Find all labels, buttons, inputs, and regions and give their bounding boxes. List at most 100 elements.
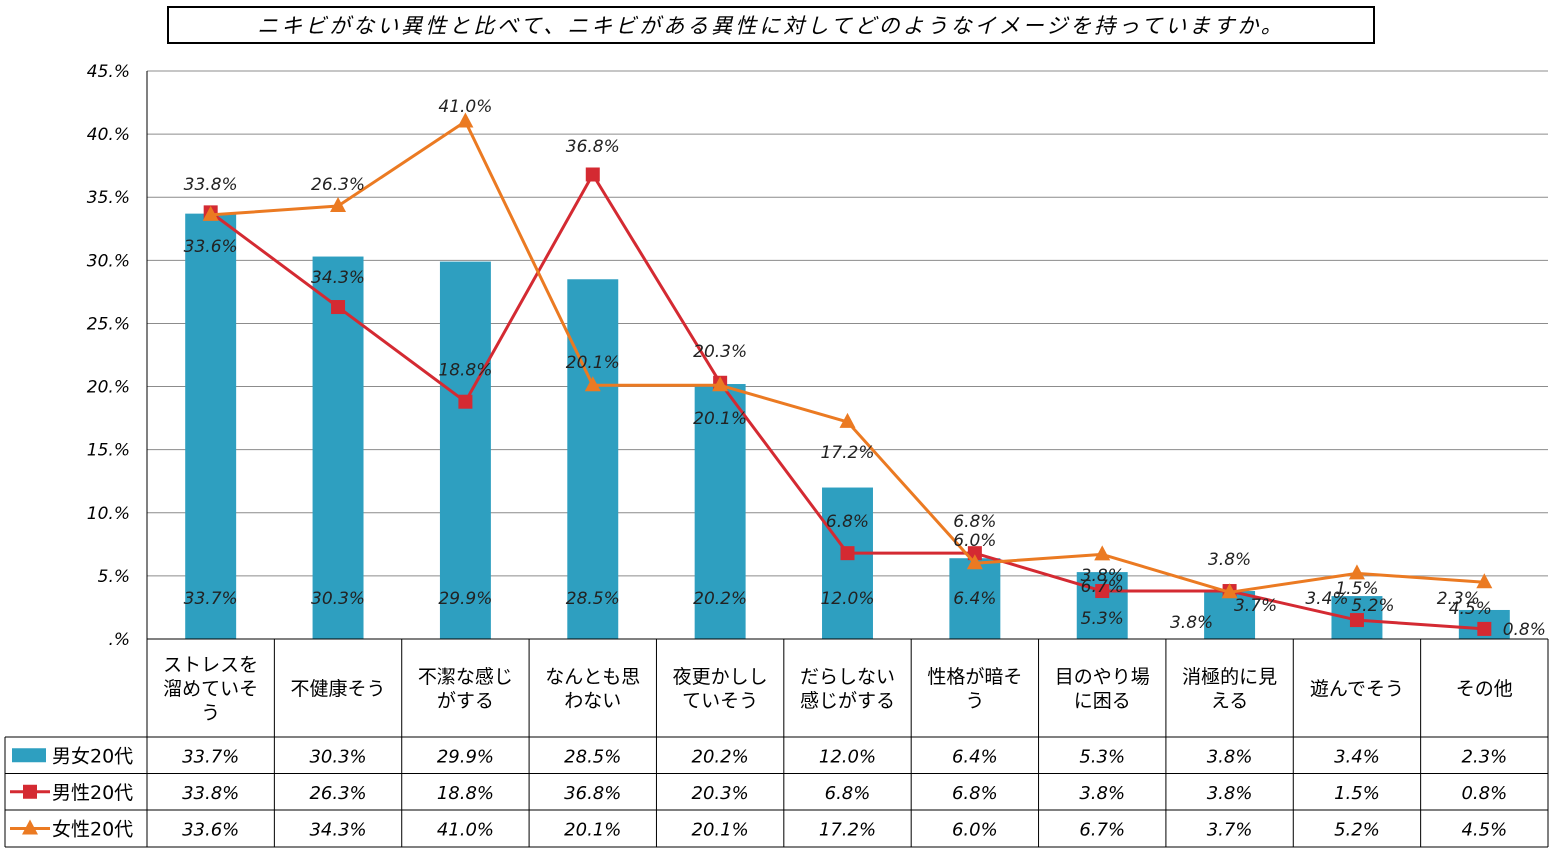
bar-data-label: 2.3% xyxy=(1437,589,1480,609)
marker-triangle xyxy=(1221,583,1238,599)
legend-marker xyxy=(23,784,37,799)
category-label: う xyxy=(201,702,220,724)
category-label: 感じがする xyxy=(800,690,895,712)
marker-triangle xyxy=(457,112,474,128)
table-cell: 6.4% xyxy=(952,746,998,767)
table-cell: 36.8% xyxy=(564,783,621,804)
table-cell: 5.2% xyxy=(1334,820,1380,841)
marker-triangle xyxy=(202,205,219,221)
legend-label: 女性20代 xyxy=(52,819,133,841)
male-data-label: 6.8% xyxy=(953,512,996,532)
male-data-label: 36.8% xyxy=(566,137,620,157)
male-data-label: 18.8% xyxy=(438,361,492,381)
category-label: なんとも思 xyxy=(545,666,640,688)
marker-square xyxy=(331,300,346,315)
marker-square xyxy=(967,546,982,561)
table-cell: 4.5% xyxy=(1461,820,1507,841)
table-cell: 26.3% xyxy=(309,783,366,804)
legend-marker xyxy=(22,819,38,835)
y-tick-label: 5.% xyxy=(98,567,130,587)
category-label: える xyxy=(1211,690,1248,712)
female-data-label: 3.7% xyxy=(1234,596,1277,616)
marker-triangle xyxy=(584,376,601,392)
category-label: 消極的に見 xyxy=(1182,666,1277,688)
male-data-label: 6.8% xyxy=(826,512,869,532)
category-label: 夜更かしし xyxy=(673,666,768,688)
female-data-label: 4.5% xyxy=(1449,599,1492,619)
male-data-label: 1.5% xyxy=(1335,579,1378,599)
category-label: 性格が暗そ xyxy=(927,666,1022,688)
female-data-label: 5.2% xyxy=(1351,596,1394,616)
female-data-label: 6.0% xyxy=(953,531,996,551)
marker-square xyxy=(1349,613,1364,628)
category-label: 不健康そう xyxy=(291,678,386,700)
category-label: だらしない xyxy=(800,666,895,688)
table-cell: 3.8% xyxy=(1207,746,1253,767)
table-cell: 28.5% xyxy=(564,746,621,767)
bar-data-label: 28.5% xyxy=(566,589,620,609)
bar xyxy=(949,558,1001,639)
table-cell: 33.6% xyxy=(182,820,239,841)
bar xyxy=(567,279,619,639)
male-data-label: 3.8% xyxy=(1208,550,1251,570)
table-cell: 0.8% xyxy=(1461,783,1507,804)
male-data-label: 0.8% xyxy=(1503,620,1546,640)
bar-data-label: 3.4% xyxy=(1305,589,1348,609)
table-cell: 6.8% xyxy=(825,783,871,804)
category-label: 不潔な感じ xyxy=(418,666,513,688)
female-data-label: 6.7% xyxy=(1081,577,1124,597)
marker-square xyxy=(585,167,600,182)
line-layer xyxy=(202,112,1493,636)
category-label: 遊んでそう xyxy=(1310,678,1404,700)
table-cell: 3.8% xyxy=(1079,783,1125,804)
label-layer: 33.7% 30.3% 29.9% 28.5% 20.2% 12.0% 6.4% 5.3% 3.… xyxy=(184,97,1546,640)
category-label: 目のやり場 xyxy=(1055,666,1150,688)
bar-data-label: 3.8% xyxy=(1170,613,1213,633)
female-data-label: 34.3% xyxy=(311,268,365,288)
category-label: う xyxy=(965,690,984,712)
category-label: 溜めていそ xyxy=(163,678,258,700)
table-cell: 3.8% xyxy=(1207,783,1253,804)
bar-data-label: 29.9% xyxy=(438,589,492,609)
table-cell: 41.0% xyxy=(437,820,494,841)
table-cell: 29.9% xyxy=(437,746,494,767)
bar-data-label: 30.3% xyxy=(311,589,365,609)
bar-layer xyxy=(185,213,1510,639)
category-label: に困る xyxy=(1074,690,1131,712)
table-cell: 6.7% xyxy=(1079,820,1125,841)
table-cell: 18.8% xyxy=(437,783,494,804)
bar-data-label: 12.0% xyxy=(820,589,874,609)
grid-layer: 45.% 40.% 35.% 30.% 25.% 20.% 15.% 10.% 5.%.% xyxy=(87,62,1548,650)
table-cell: 30.3% xyxy=(309,746,366,767)
marker-triangle xyxy=(712,376,729,392)
table-cell: 6.0% xyxy=(952,820,998,841)
table-cell: 20.3% xyxy=(692,783,749,804)
y-tick-label: .% xyxy=(108,630,130,650)
y-tick-label: 30.% xyxy=(87,251,130,271)
y-tick-label: 25.% xyxy=(87,314,130,334)
table-cell: 12.0% xyxy=(819,746,876,767)
y-tick-label: 10.% xyxy=(87,504,130,524)
category-label: がする xyxy=(437,690,494,712)
legend-swatch xyxy=(12,748,46,763)
category-label: その他 xyxy=(1456,678,1513,700)
y-tick-label: 20.% xyxy=(87,378,130,398)
male-data-label: 33.8% xyxy=(184,175,238,195)
table-cell: 34.3% xyxy=(309,820,366,841)
y-tick-label: 35.% xyxy=(87,188,130,208)
marker-triangle xyxy=(1094,545,1111,561)
table-cell: 2.3% xyxy=(1461,746,1507,767)
marker-triangle xyxy=(330,197,347,213)
table-cell: 20.1% xyxy=(692,820,749,841)
male-data-label: 3.8% xyxy=(1081,566,1124,586)
female-data-label: 20.1% xyxy=(693,409,747,429)
bar-data-label: 6.4% xyxy=(953,589,996,609)
y-tick-label: 45.% xyxy=(87,62,130,82)
category-label: ていそう xyxy=(682,690,758,712)
table-cell: 33.7% xyxy=(182,746,239,767)
table-cell: 3.4% xyxy=(1334,746,1380,767)
legend-label: 男性20代 xyxy=(52,782,133,804)
legend-label: 男女20代 xyxy=(52,745,133,767)
